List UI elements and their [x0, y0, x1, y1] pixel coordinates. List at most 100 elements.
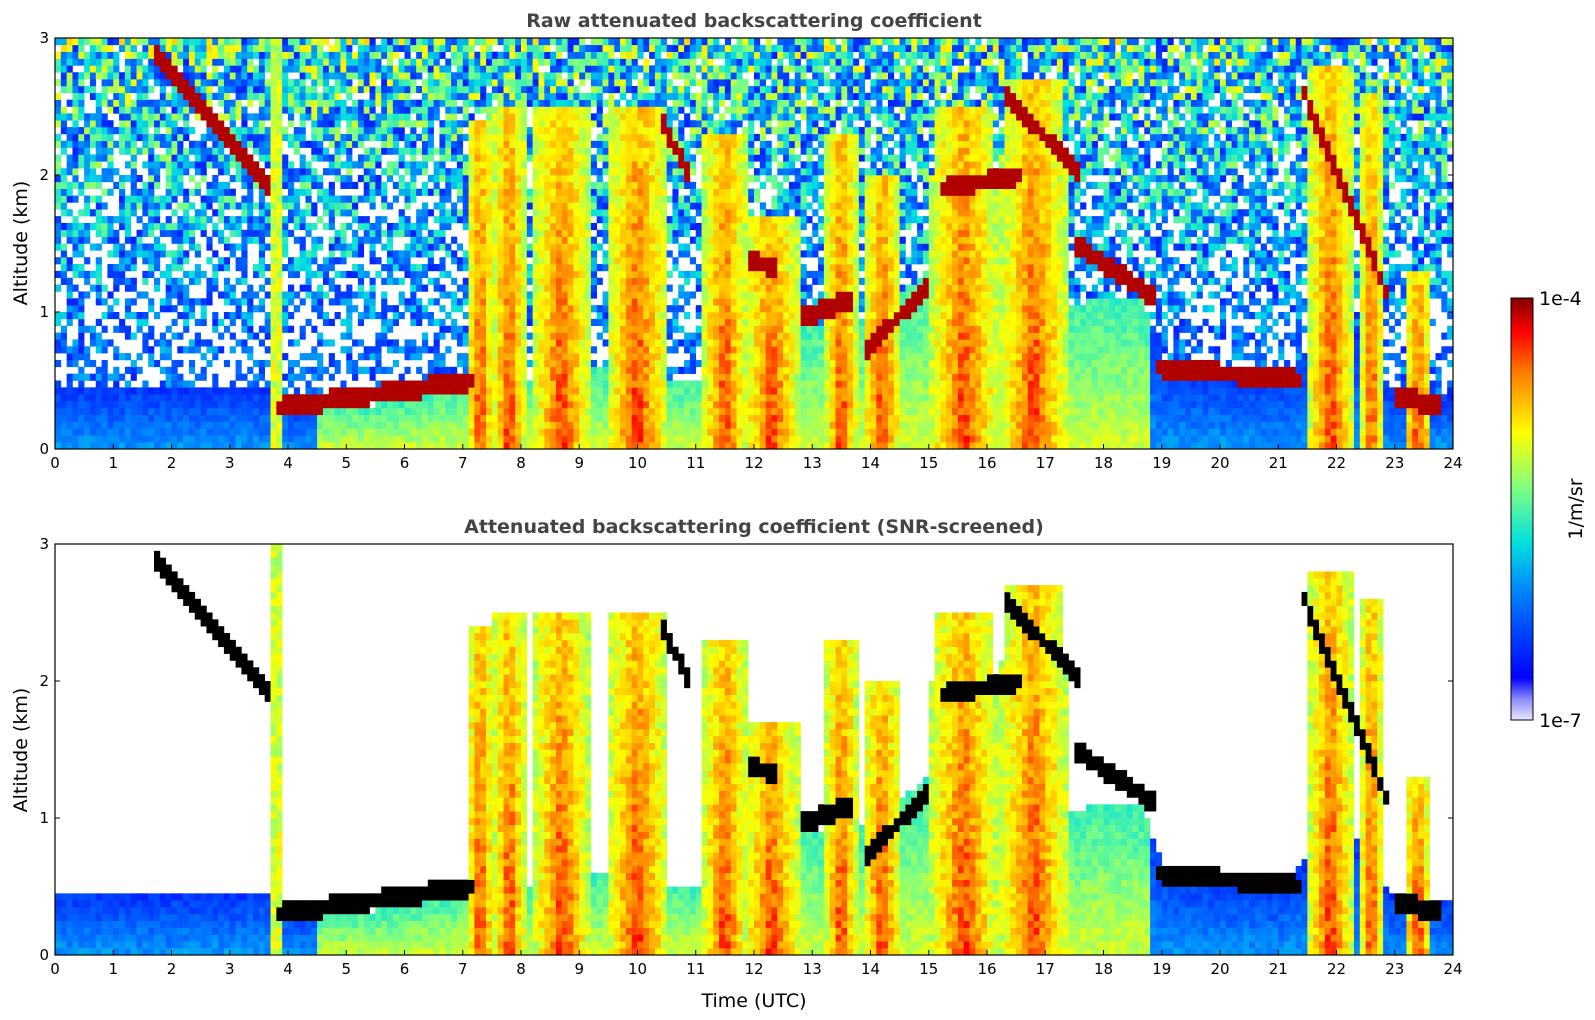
heatmap-cell [131, 428, 137, 435]
heatmap-cell [218, 387, 224, 394]
heatmap-cell [212, 189, 218, 196]
heatmap-cell [142, 408, 148, 415]
heatmap-cell [241, 196, 247, 203]
heatmap-cell [102, 72, 108, 79]
heatmap-cell [241, 442, 247, 449]
heatmap-cell [137, 312, 143, 319]
heatmap-cell [189, 381, 195, 388]
heatmap-cell [119, 374, 125, 381]
heatmap-cell [72, 216, 78, 223]
heatmap-cell [253, 148, 259, 155]
heatmap-cell [247, 408, 253, 415]
heatmap-cell [67, 230, 73, 237]
heatmap-cell [90, 401, 96, 408]
heatmap-cell [102, 312, 108, 319]
heatmap-cell [102, 435, 108, 442]
heatmap-cell [72, 154, 78, 161]
heatmap-cell [247, 394, 253, 401]
heatmap-cell [107, 264, 113, 271]
heatmap-cell [55, 182, 61, 189]
heatmap-cell [236, 408, 242, 415]
heatmap-cell [131, 196, 137, 203]
heatmap-cell [166, 394, 172, 401]
heatmap-cell [212, 113, 218, 120]
heatmap-cell [247, 52, 253, 59]
heatmap-cell [247, 189, 253, 196]
heatmap-cell [259, 367, 265, 374]
heatmap-cell [201, 367, 207, 374]
heatmap-cell [160, 408, 166, 415]
heatmap-cell [241, 216, 247, 223]
heatmap-cell [113, 285, 119, 292]
heatmap-cell [67, 134, 73, 141]
heatmap-cell [218, 93, 224, 100]
heatmap-cell [236, 168, 242, 175]
heatmap-cell [259, 394, 265, 401]
heatmap-cell [84, 394, 90, 401]
heatmap-cell [72, 113, 78, 120]
heatmap-cell [125, 428, 131, 435]
heatmap-cell [61, 202, 67, 209]
heatmap-cell [172, 428, 178, 435]
heatmap-cell [55, 401, 61, 408]
heatmap-cell [177, 86, 183, 93]
heatmap-cell [224, 291, 230, 298]
heatmap-cell [67, 394, 73, 401]
heatmap-cell [236, 312, 242, 319]
heatmap-cell [78, 100, 84, 107]
heatmap-cell [142, 244, 148, 251]
heatmap-cell [189, 223, 195, 230]
heatmap-cell [142, 161, 148, 168]
heatmap-cell [78, 428, 84, 435]
heatmap-cell [72, 107, 78, 114]
heatmap-cell [61, 346, 67, 353]
heatmap-cell [96, 38, 102, 45]
heatmap-cell [177, 346, 183, 353]
heatmap-cell [61, 141, 67, 148]
heatmap-cell [96, 120, 102, 127]
heatmap-cell [96, 381, 102, 388]
heatmap-cell [102, 408, 108, 415]
heatmap-cell [166, 100, 172, 107]
heatmap-cell [177, 127, 183, 134]
heatmap-cell [236, 72, 242, 79]
heatmap-cell [154, 264, 160, 271]
heatmap-cell [218, 141, 224, 148]
heatmap-cell [160, 59, 166, 66]
heatmap-cell [107, 38, 113, 45]
heatmap-cell [84, 374, 90, 381]
heatmap-cell [253, 237, 259, 244]
heatmap-cell [72, 360, 78, 367]
heatmap-cell [119, 202, 125, 209]
heatmap-cell [90, 154, 96, 161]
heatmap-cell [253, 230, 259, 237]
heatmap-cell [172, 38, 178, 45]
heatmap-cell [224, 387, 230, 394]
heatmap-cell [183, 202, 189, 209]
heatmap-cell [137, 113, 143, 120]
heatmap-cell [131, 360, 137, 367]
heatmap-cell [189, 401, 195, 408]
heatmap-cell [61, 107, 67, 114]
heatmap-cell [206, 93, 212, 100]
heatmap-cell [67, 65, 73, 72]
heatmap-cell [230, 79, 236, 86]
heatmap-cell [177, 175, 183, 182]
heatmap-cell [131, 154, 137, 161]
heatmap-cell [67, 38, 73, 45]
heatmap-cell [113, 65, 119, 72]
heatmap-cell [90, 422, 96, 429]
heatmap-cell [96, 127, 102, 134]
heatmap-cell [131, 175, 137, 182]
heatmap-cell [125, 367, 131, 374]
heatmap-cell [131, 442, 137, 449]
heatmap-cell [247, 367, 253, 374]
heatmap-cell [189, 141, 195, 148]
heatmap-cell [131, 45, 137, 52]
heatmap-cell [154, 428, 160, 435]
heatmap-cell [72, 353, 78, 360]
heatmap-cell [90, 120, 96, 127]
heatmap-cell [84, 154, 90, 161]
heatmap-cell [172, 182, 178, 189]
heatmap-cell [131, 182, 137, 189]
